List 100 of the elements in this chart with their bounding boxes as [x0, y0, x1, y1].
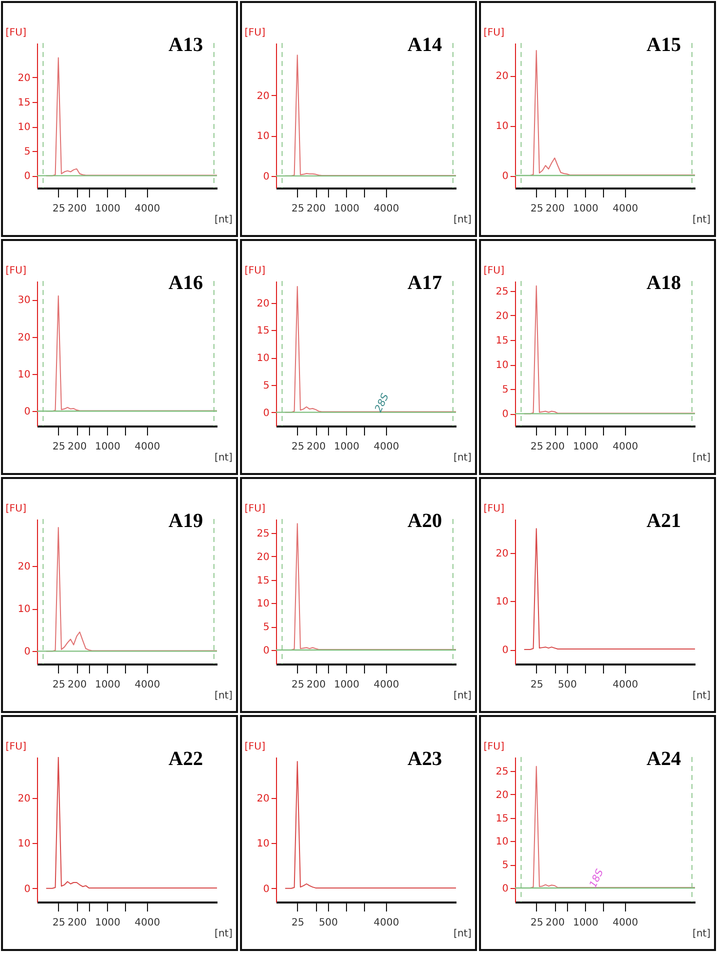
chart-title: A21: [646, 510, 681, 532]
y-tick-label: 10: [18, 604, 30, 616]
y-tick-label: 10: [18, 369, 30, 380]
y-tick-label: 0: [24, 406, 30, 418]
y-axis-title: [FU]: [484, 504, 504, 514]
chart-title: A24: [646, 748, 681, 770]
x-tick-label: 200: [68, 680, 87, 690]
x-axis-title: [nt]: [214, 452, 233, 464]
chart-title: A19: [168, 510, 203, 532]
y-tick-label: 10: [18, 122, 30, 134]
x-tick-label: 25: [291, 680, 304, 690]
chart-title: A23: [408, 748, 442, 770]
y-tick-label: 0: [502, 409, 508, 420]
y-axis-title: [FU]: [484, 28, 504, 38]
x-tick-label: 200: [68, 204, 87, 214]
y-tick-label: 30: [18, 295, 30, 306]
x-axis-title: [nt]: [692, 452, 711, 464]
y-tick-label: 20: [18, 793, 30, 804]
y-tick-label: 20: [496, 548, 508, 560]
y-tick-label: 10: [496, 596, 508, 608]
x-tick-label: 200: [546, 442, 565, 452]
y-tick-label: 0: [263, 884, 270, 895]
x-tick-label: 25: [291, 204, 304, 214]
chart-title: A17: [408, 272, 442, 294]
x-axis-title: [nt]: [692, 214, 711, 226]
y-tick-label: 5: [24, 146, 30, 158]
x-axis-title: [nt]: [453, 214, 472, 226]
y-tick-label: 5: [502, 384, 508, 396]
x-tick-label: 4000: [612, 680, 638, 690]
x-axis-title: [nt]: [214, 690, 233, 702]
y-tick-label: 20: [496, 310, 508, 322]
x-tick-label: 25: [291, 918, 304, 928]
x-tick-label: 4000: [374, 442, 400, 452]
x-tick-label: 200: [68, 442, 87, 452]
x-tick-label: 25: [530, 442, 544, 452]
y-tick-label: 15: [496, 335, 508, 346]
x-tick-label: 1000: [94, 204, 120, 214]
x-tick-label: 25: [530, 680, 544, 690]
y-tick-label: 10: [496, 121, 508, 132]
x-tick-label: 500: [318, 918, 338, 928]
x-axis-title: [nt]: [453, 452, 472, 464]
y-axis-title: [FU]: [244, 742, 266, 752]
x-tick-label: 25: [291, 442, 304, 452]
x-axis-title: [nt]: [453, 690, 472, 702]
y-tick-label: 25: [496, 286, 508, 298]
y-tick-label: 0: [24, 884, 30, 895]
x-tick-label: 1000: [572, 204, 598, 214]
y-tick-label: 5: [263, 622, 270, 634]
y-axis-title: [FU]: [6, 742, 26, 752]
y-tick-label: 20: [256, 90, 270, 102]
y-tick-label: 25: [256, 528, 270, 540]
y-tick-label: 0: [24, 171, 30, 182]
x-tick-label: 4000: [134, 918, 160, 928]
x-tick-label: 4000: [612, 204, 638, 214]
x-tick-label: 4000: [374, 680, 400, 690]
y-tick-label: 20: [256, 793, 270, 804]
y-axis-title: [FU]: [6, 266, 26, 276]
y-tick-label: 20: [256, 298, 270, 310]
x-tick-label: 25: [52, 680, 66, 690]
y-tick-label: 10: [18, 838, 30, 850]
y-tick-label: 0: [263, 645, 270, 656]
y-tick-label: 5: [263, 380, 270, 392]
x-tick-label: 25: [530, 918, 544, 928]
x-tick-label: 200: [546, 918, 565, 928]
x-tick-label: 4000: [134, 680, 160, 690]
x-tick-label: 1000: [572, 918, 598, 928]
y-tick-label: 10: [256, 131, 270, 142]
x-tick-label: 25: [52, 918, 66, 928]
y-tick-label: 5: [502, 860, 508, 872]
y-tick-label: 0: [263, 171, 270, 182]
x-tick-label: 1000: [334, 204, 360, 214]
y-tick-label: 0: [502, 171, 508, 182]
x-tick-label: 200: [306, 442, 326, 452]
y-axis-title: [FU]: [244, 266, 266, 276]
y-tick-label: 20: [18, 332, 30, 344]
annotation: 18S: [588, 867, 606, 890]
annotation: 28S: [373, 391, 392, 414]
y-tick-label: 0: [263, 408, 270, 419]
y-tick-label: 10: [256, 598, 270, 610]
x-tick-label: 1000: [94, 442, 120, 452]
y-tick-label: 25: [496, 766, 508, 778]
y-tick-label: 20: [256, 552, 270, 563]
y-axis-title: [FU]: [484, 742, 504, 752]
chart-title: A15: [646, 34, 681, 56]
y-tick-label: 20: [496, 790, 508, 801]
chart-title: A20: [408, 510, 442, 532]
y-axis-title: [FU]: [484, 266, 504, 276]
x-tick-label: 200: [306, 680, 326, 690]
y-axis-title: [FU]: [6, 504, 26, 514]
y-tick-label: 10: [256, 353, 270, 364]
y-tick-label: 0: [502, 883, 508, 894]
y-axis-title: [FU]: [244, 504, 266, 514]
chart-title: A14: [408, 34, 442, 56]
chart-title: A18: [646, 272, 681, 294]
chart-title: A22: [168, 748, 203, 770]
y-tick-label: 20: [18, 561, 30, 572]
y-tick-label: 15: [18, 97, 30, 108]
x-tick-label: 1000: [572, 442, 598, 452]
x-tick-label: 200: [306, 204, 326, 214]
x-axis-title: [nt]: [214, 928, 233, 940]
